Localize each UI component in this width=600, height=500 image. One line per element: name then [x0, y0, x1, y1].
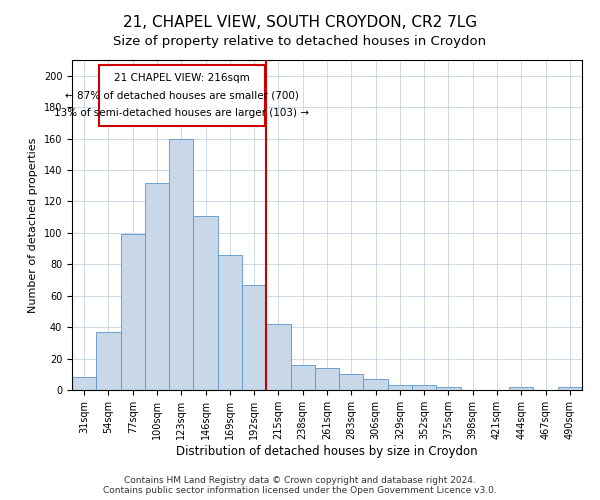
Bar: [266, 324, 290, 390]
Bar: [169, 138, 193, 390]
Text: 13% of semi-detached houses are larger (103) →: 13% of semi-detached houses are larger (…: [55, 108, 310, 118]
Bar: [242, 284, 266, 390]
Bar: [412, 386, 436, 390]
Bar: [364, 379, 388, 390]
Bar: [315, 368, 339, 390]
Bar: [509, 387, 533, 390]
Bar: [96, 332, 121, 390]
Bar: [339, 374, 364, 390]
Bar: [193, 216, 218, 390]
Text: 21, CHAPEL VIEW, SOUTH CROYDON, CR2 7LG: 21, CHAPEL VIEW, SOUTH CROYDON, CR2 7LG: [123, 15, 477, 30]
Bar: [290, 365, 315, 390]
Bar: [558, 387, 582, 390]
Bar: [388, 386, 412, 390]
Bar: [436, 387, 461, 390]
Bar: [145, 182, 169, 390]
Text: Contains HM Land Registry data © Crown copyright and database right 2024.
Contai: Contains HM Land Registry data © Crown c…: [103, 476, 497, 495]
Bar: [72, 378, 96, 390]
X-axis label: Distribution of detached houses by size in Croydon: Distribution of detached houses by size …: [176, 444, 478, 458]
Text: Size of property relative to detached houses in Croydon: Size of property relative to detached ho…: [113, 35, 487, 48]
Bar: [218, 255, 242, 390]
Bar: [121, 234, 145, 390]
Y-axis label: Number of detached properties: Number of detached properties: [28, 138, 38, 312]
Text: ← 87% of detached houses are smaller (700): ← 87% of detached houses are smaller (70…: [65, 90, 299, 101]
FancyBboxPatch shape: [99, 64, 265, 126]
Text: 21 CHAPEL VIEW: 216sqm: 21 CHAPEL VIEW: 216sqm: [114, 73, 250, 83]
